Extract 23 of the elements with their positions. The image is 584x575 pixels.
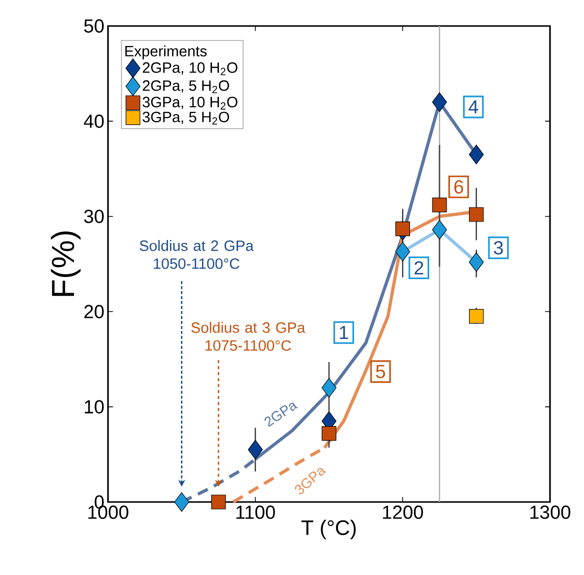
x-tick-label: 1300: [530, 506, 570, 519]
legend-label: 2GPa, 10 H$_{2}$O: [142, 62, 238, 76]
annotation: 2: [414, 261, 424, 274]
y-tick-label: 10: [84, 400, 104, 414]
legend-label: 3GPa, 5 H$_{2}$O: [142, 112, 230, 124]
y-tick-label: 20: [84, 304, 104, 318]
legend-label: 2GPa, 5 H$_{2}$O: [142, 80, 230, 94]
annotation: 6: [454, 180, 464, 194]
legend-title: Experiments: [125, 45, 207, 60]
y-axis-title: F(%): [50, 231, 81, 296]
annotation: Soldius at 2 GPa 1050-1100°C: [140, 240, 254, 269]
annotation: 5: [376, 364, 386, 378]
annotation: Soldius at 3 GPa 1075-1100°C: [191, 322, 306, 351]
x-axis-title: T (°C): [301, 520, 356, 540]
annotation: 4: [468, 100, 478, 114]
y-tick-label: 50: [84, 19, 104, 33]
x-tick-label: 1200: [383, 506, 423, 519]
annotation: 1: [340, 326, 348, 340]
y-tick-label: 30: [84, 210, 104, 224]
y-tick-label: 40: [84, 114, 104, 128]
x-tick-label: 1100: [236, 506, 275, 519]
legend-label: 3GPa, 10 H$_{2}$O: [142, 96, 238, 110]
annotation: 3: [494, 241, 503, 255]
